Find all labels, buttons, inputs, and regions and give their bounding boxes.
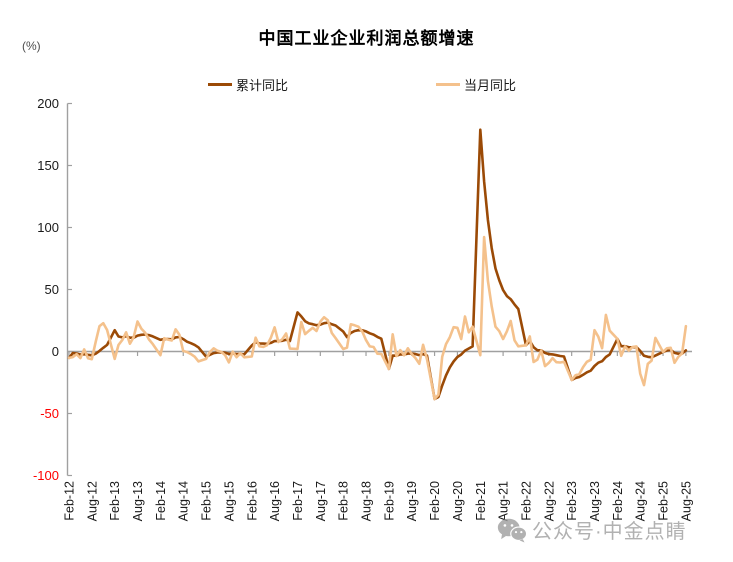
- x-axis-tick-label: Feb-16: [245, 481, 259, 521]
- x-axis-tick-label: Feb-17: [291, 481, 305, 521]
- x-axis-tick-label: Aug-18: [360, 481, 374, 521]
- x-axis-tick-label: Aug-12: [85, 481, 99, 521]
- series-line-cumulative-yoy: [67, 128, 688, 401]
- y-axis-tick-label: 0: [52, 344, 59, 359]
- y-axis-tick-label: 200: [37, 96, 59, 111]
- x-axis-tick-label: Feb-24: [611, 481, 625, 521]
- legend-label-monthly: 当月同比: [464, 77, 517, 93]
- x-axis-tick-label: Feb-20: [428, 481, 442, 521]
- x-axis-tick-label: Aug-22: [542, 481, 556, 521]
- legend-label-cumulative: 累计同比: [236, 77, 289, 93]
- x-axis-tick-label: Feb-19: [382, 481, 396, 521]
- legend-line-swatch-monthly: [436, 82, 460, 86]
- x-axis-tick-label: Feb-13: [108, 481, 122, 521]
- x-axis-tick-label: Feb-23: [565, 481, 579, 521]
- x-axis-tick-label: Aug-14: [177, 481, 191, 521]
- x-axis-tick-label: Feb-12: [63, 481, 77, 521]
- y-axis-tick-label: -50: [40, 406, 59, 421]
- x-axis-tick-label: Feb-15: [200, 481, 214, 521]
- y-axis-tick-label: 50: [45, 282, 59, 297]
- x-axis-tick-label: Aug-13: [131, 481, 145, 521]
- x-axis-tick-label: Aug-15: [222, 481, 236, 521]
- x-axis-tick-label: Aug-21: [497, 481, 511, 521]
- y-axis-tick-label: 150: [37, 158, 59, 173]
- x-axis-tick-label: Aug-19: [405, 481, 419, 521]
- x-axis-tick-label: Feb-22: [519, 481, 533, 521]
- x-axis-tick-label: Feb-18: [337, 481, 351, 521]
- y-axis-tick-label: 100: [37, 220, 59, 235]
- x-axis-tick-label: Feb-25: [657, 481, 671, 521]
- series-line-monthly-yoy: [67, 235, 688, 401]
- x-axis-tick-label: Feb-14: [154, 481, 168, 521]
- legend-line-swatch-cumulative: [208, 82, 232, 86]
- legend-item-cumulative-yoy: 累计同比: [208, 76, 289, 93]
- x-axis-tick-label: Feb-21: [474, 481, 488, 521]
- y-axis-tick-label: -100: [33, 468, 59, 483]
- x-axis-tick-label: Aug-24: [634, 481, 648, 521]
- legend-item-monthly-yoy: 当月同比: [436, 76, 517, 93]
- x-axis-tick-label: Aug-20: [451, 481, 465, 521]
- x-axis-tick-label: Aug-16: [268, 481, 282, 521]
- y-axis-unit-label: (%): [22, 39, 41, 53]
- chart-title: 中国工业企业利润总额增速: [258, 29, 475, 48]
- x-axis-tick-label: Aug-25: [679, 481, 693, 521]
- x-axis-tick-label: Aug-17: [314, 481, 328, 521]
- x-axis-tick-label: Aug-23: [588, 481, 602, 521]
